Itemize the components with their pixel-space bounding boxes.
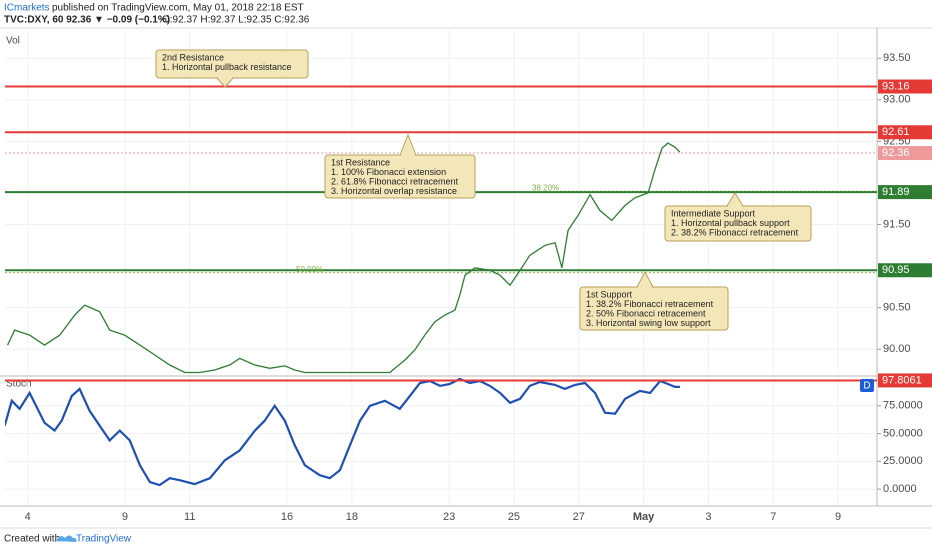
- y-tick-label: 93.00: [883, 94, 911, 106]
- published: published on TradingView.com, May 01, 20…: [52, 3, 304, 14]
- fib-label: 50.00%: [296, 265, 323, 274]
- level-tag: [878, 125, 932, 140]
- series-line: [5, 377, 680, 487]
- callout-box: [324, 154, 476, 199]
- level-label: 91.89: [882, 186, 910, 198]
- level-tag: [878, 185, 932, 200]
- level-tag: [878, 146, 932, 161]
- ohlc: O:92.37 H:92.37 L:92.35 C:92.36: [162, 15, 310, 26]
- footer-text: Created with: [4, 534, 60, 545]
- level-label: 97.8061: [882, 374, 922, 386]
- fib-label: 38.20%: [532, 183, 559, 192]
- level-label: 92.61: [882, 126, 910, 138]
- badge-box: [860, 379, 874, 392]
- callout-pointer: [399, 133, 417, 156]
- callout-text: 1. Horizontal pullback support: [671, 218, 790, 228]
- callout-pointer: [726, 192, 744, 207]
- pane-title: Vol: [6, 36, 20, 47]
- series-line: [7, 142, 681, 374]
- symbol: TVC:DXY, 60 92.36 ▼ −0.09 (−0.1%): [4, 15, 170, 26]
- y-tick-label: 90.00: [883, 343, 911, 355]
- y-tick-label: 90.50: [883, 302, 911, 314]
- callout-pointer: [636, 270, 654, 288]
- x-tick-label: 4: [25, 511, 31, 523]
- x-tick-label: 7: [770, 511, 776, 523]
- footer-brand: TradingView: [76, 534, 132, 545]
- y-tick-label: 0.0000: [883, 483, 917, 495]
- x-tick-label: 9: [835, 511, 841, 523]
- callout-text: 3. Horizontal overlap resistance: [331, 186, 457, 196]
- x-tick-label: 3: [705, 511, 711, 523]
- x-tick-label: 16: [281, 511, 293, 523]
- pane: [5, 377, 877, 490]
- level-label: 93.16: [882, 80, 910, 92]
- level-tag: [878, 373, 932, 388]
- callout-text: 2. 50% Fibonacci retracement: [586, 308, 706, 318]
- x-tick-label: May: [633, 511, 655, 523]
- logo: [56, 535, 77, 542]
- callout-text: 3. Horizontal swing low support: [586, 318, 711, 328]
- x-tick-label: 18: [346, 511, 358, 523]
- callout-text: 1st Support: [586, 289, 633, 299]
- callout-pointer: [216, 77, 234, 88]
- y-tick-label: 25.0000: [883, 455, 923, 467]
- callout-text: 1. 38.2% Fibonacci retracement: [586, 299, 714, 309]
- callout-text: 1. 100% Fibonacci extension: [331, 167, 446, 177]
- level-tag: [878, 263, 932, 278]
- level-label: 90.95: [882, 264, 910, 276]
- callout-text: 2nd Resistance: [162, 52, 224, 62]
- level-tag: [878, 79, 932, 94]
- callout-text: Intermediate Support: [671, 208, 756, 218]
- callout-box: [579, 286, 729, 331]
- level-label: 92.36: [882, 147, 910, 159]
- x-tick-label: 23: [443, 511, 455, 523]
- y-tick-label: 93.50: [883, 52, 911, 64]
- y-tick-label: 50.0000: [883, 427, 923, 439]
- callout-text: 1. Horizontal pullback resistance: [162, 62, 292, 72]
- callout-text: 2. 61.8% Fibonacci retracement: [331, 176, 459, 186]
- publisher: ICmarkets: [4, 3, 50, 14]
- x-tick-label: 11: [184, 511, 195, 523]
- badge: D: [863, 381, 870, 392]
- pane-title: Stoch: [6, 379, 32, 390]
- y-tick-label: 91.50: [883, 218, 911, 230]
- callout-text: 1st Resistance: [331, 157, 390, 167]
- x-tick-label: 9: [122, 511, 128, 523]
- y-tick-label: 75.0000: [883, 400, 923, 412]
- x-tick-label: 27: [573, 511, 585, 523]
- callout-text: 2. 38.2% Fibonacci retracement: [671, 227, 799, 237]
- x-tick-label: 25: [508, 511, 520, 523]
